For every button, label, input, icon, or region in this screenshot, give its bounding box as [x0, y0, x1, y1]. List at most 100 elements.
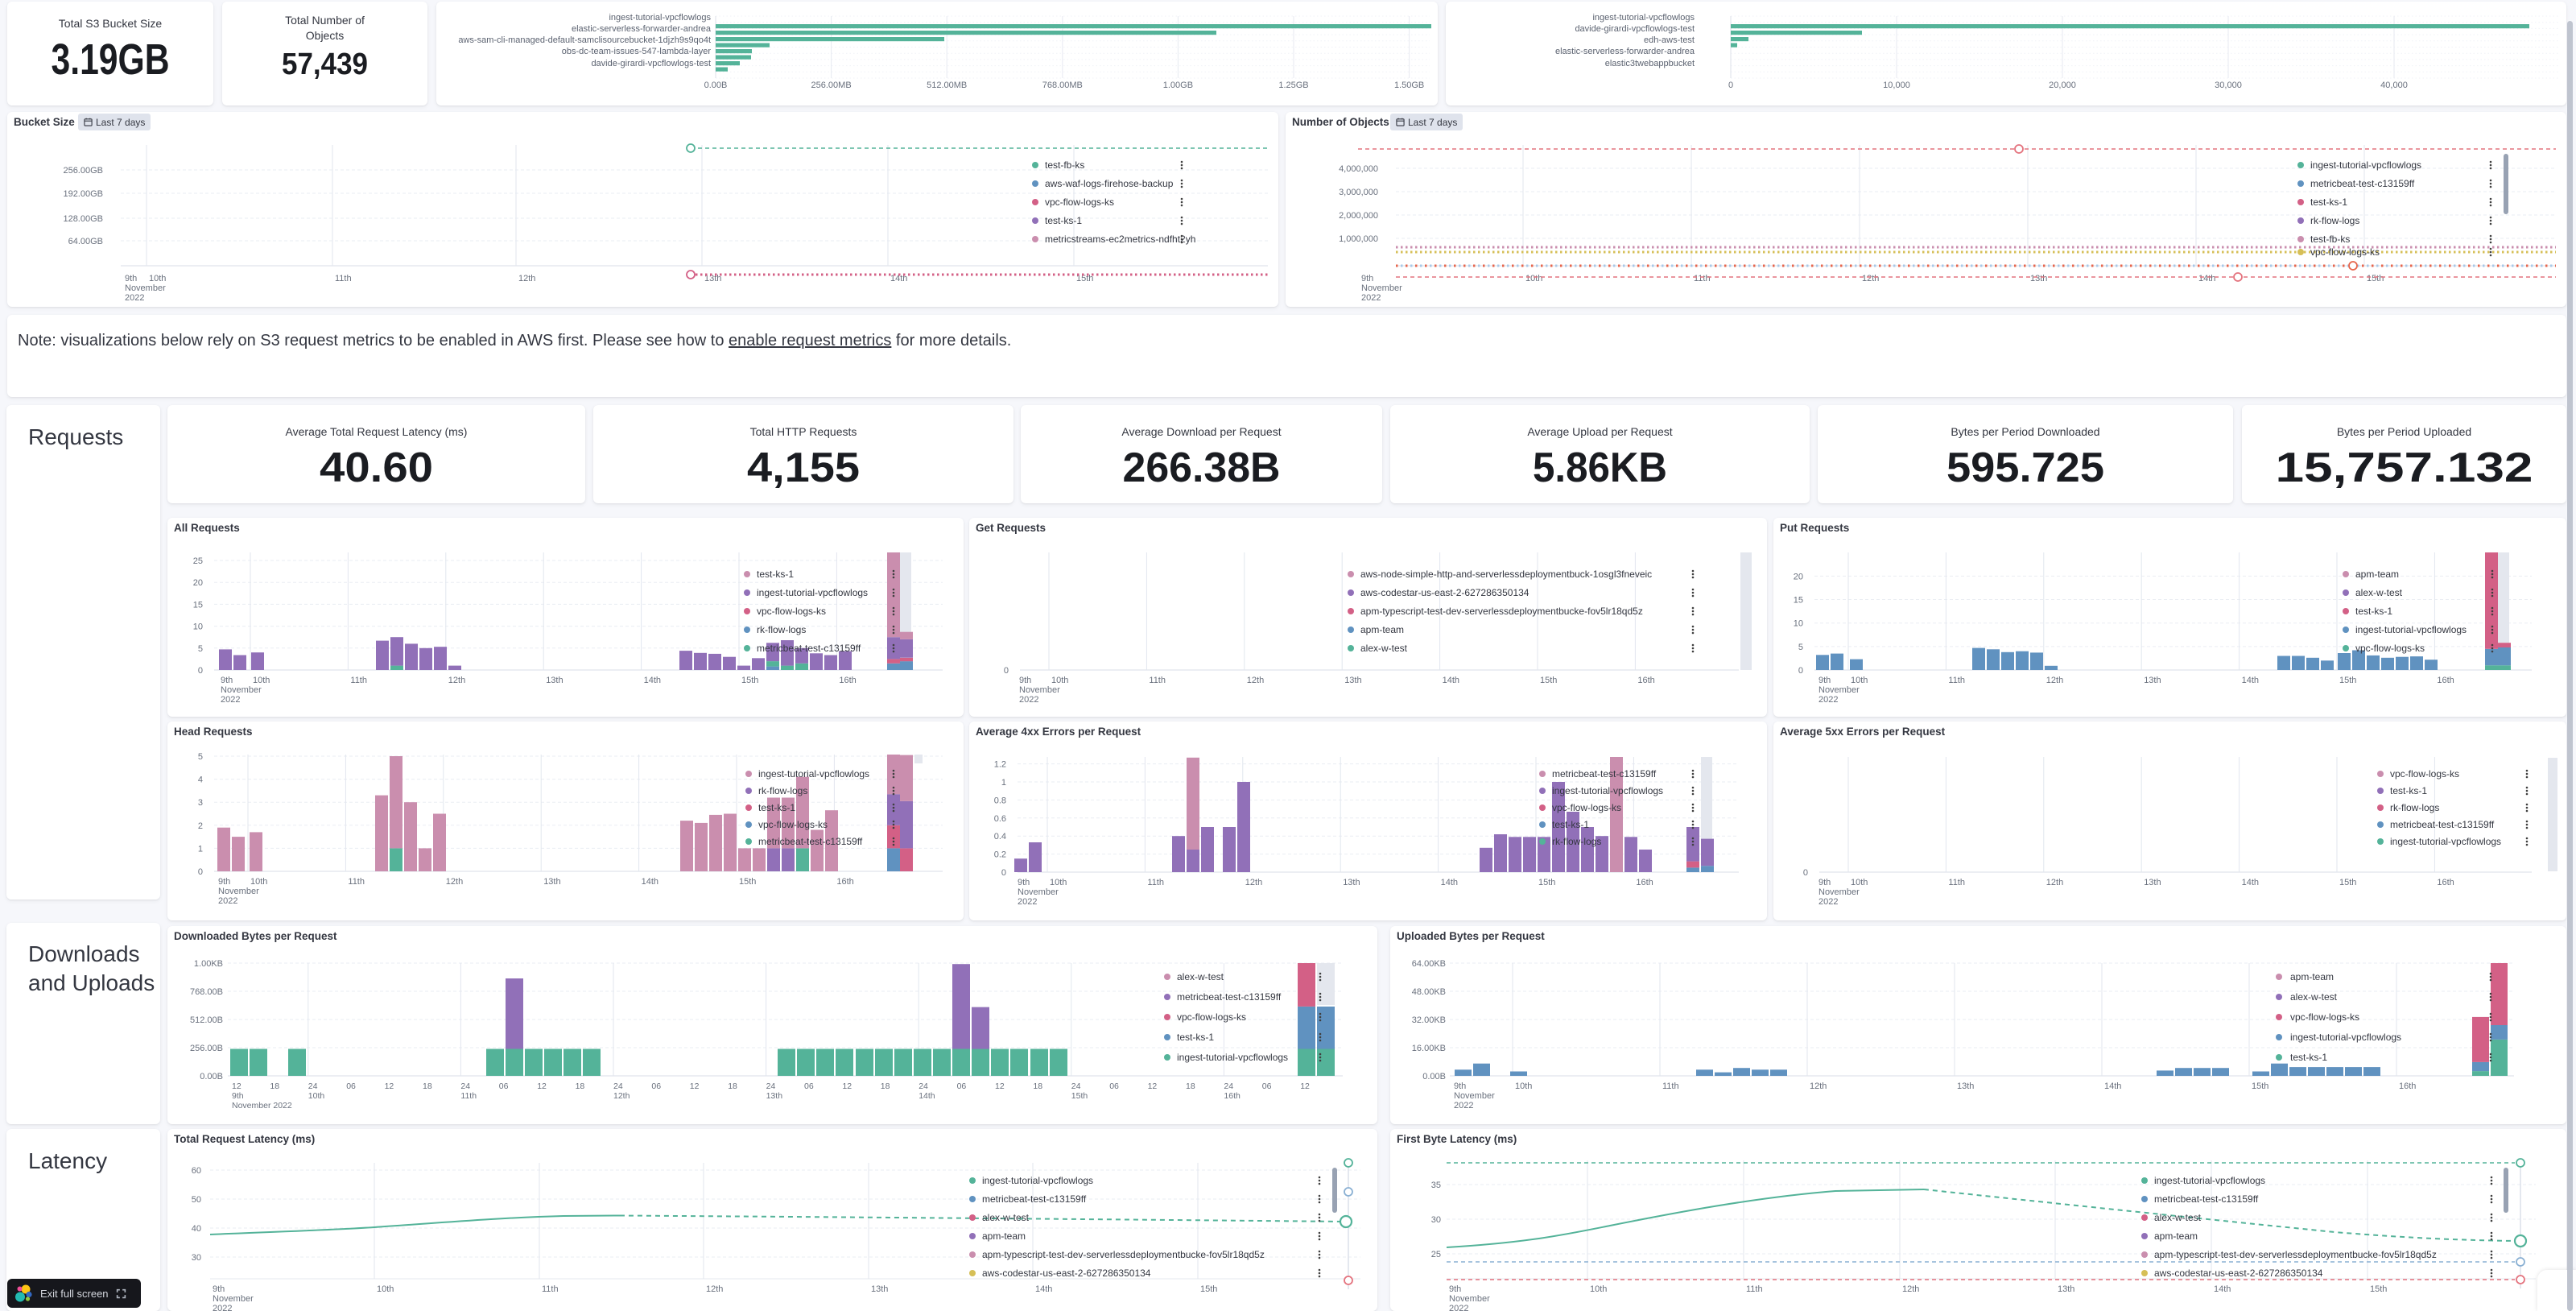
svg-text:2022: 2022	[1449, 1304, 1468, 1311]
svg-text:1: 1	[1001, 778, 1006, 788]
svg-text:15th: 15th	[2339, 676, 2356, 685]
svg-text:4,155: 4,155	[747, 445, 860, 491]
svg-text:12th: 12th	[518, 274, 535, 283]
svg-text:4: 4	[198, 775, 203, 785]
svg-text:14th: 14th	[2242, 676, 2259, 685]
svg-text:12th: 12th	[613, 1091, 630, 1101]
svg-text:15th: 15th	[2252, 1081, 2268, 1091]
svg-text:4,000,000: 4,000,000	[1339, 164, 1378, 174]
svg-text:aws-codestar-us-east-2-6272863: aws-codestar-us-east-2-627286350134	[1360, 587, 1530, 598]
svg-text:10th: 10th	[149, 274, 166, 283]
svg-text:11th: 11th	[1662, 1081, 1679, 1091]
svg-text:9th: 9th	[1449, 1284, 1461, 1294]
svg-text:9th: 9th	[1361, 274, 1373, 283]
svg-text:3: 3	[198, 798, 203, 808]
svg-text:alex-w-test: alex-w-test	[1360, 643, 1408, 654]
svg-text:192.00GB: 192.00GB	[63, 189, 103, 199]
svg-text:14th: 14th	[890, 274, 907, 283]
svg-text:15th: 15th	[739, 877, 756, 887]
svg-text:25: 25	[193, 556, 203, 566]
svg-text:13th: 13th	[2144, 676, 2161, 685]
svg-text:14th: 14th	[642, 877, 658, 887]
svg-text:9th: 9th	[221, 676, 233, 685]
svg-text:Total S3 Bucket Size: Total S3 Bucket Size	[59, 17, 163, 30]
svg-text:2022: 2022	[213, 1304, 232, 1311]
svg-text:9th: 9th	[232, 1091, 244, 1101]
svg-text:10th: 10th	[1851, 676, 1868, 685]
svg-text:06: 06	[499, 1081, 509, 1091]
svg-text:15th: 15th	[1076, 274, 1093, 283]
svg-text:0: 0	[1004, 666, 1009, 676]
svg-text:metricbeat-test-c13159ff: metricbeat-test-c13159ff	[758, 836, 863, 847]
svg-text:13th: 13th	[2144, 878, 2161, 887]
svg-text:2022: 2022	[125, 293, 144, 303]
svg-text:14th: 14th	[2214, 1284, 2231, 1294]
svg-text:vpc-flow-logs-ks: vpc-flow-logs-ks	[1552, 802, 1621, 813]
svg-text:12th: 12th	[1245, 878, 1262, 887]
svg-text:12th: 12th	[1862, 274, 1879, 283]
svg-text:13th: 13th	[766, 1091, 783, 1101]
svg-text:11th: 11th	[460, 1091, 477, 1101]
svg-text:vpc-flow-logs-ks: vpc-flow-logs-ks	[2310, 246, 2380, 258]
svg-text:November: November	[218, 887, 259, 896]
svg-text:0: 0	[198, 867, 203, 877]
svg-text:1: 1	[198, 844, 203, 854]
svg-text:24: 24	[766, 1081, 776, 1091]
svg-text:10th: 10th	[1051, 676, 1068, 685]
svg-text:rk-flow-logs: rk-flow-logs	[2390, 802, 2439, 813]
svg-text:9th: 9th	[1818, 676, 1831, 685]
svg-text:1.2: 1.2	[994, 760, 1006, 770]
svg-text:rk-flow-logs: rk-flow-logs	[1552, 836, 1601, 847]
svg-text:11th: 11th	[1147, 878, 1164, 887]
svg-text:ingest-tutorial-vpcflowlogs: ingest-tutorial-vpcflowlogs	[982, 1175, 1093, 1186]
svg-text:Bytes per Period Uploaded: Bytes per Period Uploaded	[2337, 425, 2471, 438]
svg-text:14th: 14th	[1441, 878, 1458, 887]
svg-text:14th: 14th	[2198, 274, 2215, 283]
svg-text:256.00B: 256.00B	[190, 1044, 223, 1053]
svg-text:0: 0	[1798, 666, 1803, 676]
svg-text:13th: 13th	[871, 1284, 888, 1294]
svg-text:5: 5	[198, 644, 203, 654]
svg-text:13th: 13th	[1343, 878, 1360, 887]
svg-text:apm-team: apm-team	[2290, 971, 2334, 982]
svg-text:10th: 10th	[1525, 274, 1542, 283]
svg-text:vpc-flow-logs-ks: vpc-flow-logs-ks	[2290, 1011, 2359, 1023]
svg-text:aws-sam-cli-managed-default-sa: aws-sam-cli-managed-default-samclisource…	[458, 35, 711, 45]
svg-text:ingest-tutorial-vpcflowlogs: ingest-tutorial-vpcflowlogs	[1592, 13, 1695, 23]
svg-text:0: 0	[1001, 868, 1006, 878]
svg-text:14th: 14th	[1443, 676, 1459, 685]
svg-text:57,439: 57,439	[282, 48, 368, 81]
svg-text:20,000: 20,000	[2049, 81, 2076, 90]
svg-text:9th: 9th	[1454, 1081, 1466, 1091]
svg-text:18: 18	[881, 1081, 890, 1091]
svg-text:12: 12	[842, 1081, 852, 1091]
svg-text:test-fb-ks: test-fb-ks	[2310, 234, 2350, 245]
svg-text:obs-dc-team-issues-547-lambda-: obs-dc-team-issues-547-lambda-layer	[562, 47, 712, 56]
svg-text:2022: 2022	[1018, 897, 1037, 907]
svg-text:24: 24	[613, 1081, 623, 1091]
svg-text:15: 15	[1794, 596, 1803, 606]
svg-text:metricbeat-test-c13159ff: metricbeat-test-c13159ff	[2390, 819, 2495, 830]
svg-text:14th: 14th	[644, 676, 661, 685]
svg-text:11th: 11th	[1746, 1284, 1763, 1294]
svg-text:10th: 10th	[308, 1091, 325, 1101]
svg-text:595.725: 595.725	[1946, 445, 2104, 491]
svg-text:alex-w-test: alex-w-test	[2355, 587, 2403, 598]
svg-text:2,000,000: 2,000,000	[1339, 211, 1378, 221]
svg-text:apm-typescript-test-dev-server: apm-typescript-test-dev-serverlessdeploy…	[2154, 1249, 2437, 1260]
svg-text:48.00KB: 48.00KB	[1412, 987, 1446, 997]
svg-text:apm-typescript-test-dev-server: apm-typescript-test-dev-serverlessdeploy…	[1360, 606, 1643, 617]
svg-text:768.00MB: 768.00MB	[1042, 81, 1083, 90]
svg-text:15th: 15th	[1538, 878, 1555, 887]
svg-text:266.38B: 266.38B	[1123, 445, 1281, 491]
svg-text:13th: 13th	[1957, 1081, 1974, 1091]
svg-text:11th: 11th	[1149, 676, 1166, 685]
svg-text:14th: 14th	[2104, 1081, 2121, 1091]
svg-text:16th: 16th	[836, 877, 853, 887]
svg-text:test-ks-1: test-ks-1	[1552, 819, 1589, 830]
svg-text:18: 18	[423, 1081, 432, 1091]
svg-text:alex-w-test: alex-w-test	[1177, 971, 1224, 982]
svg-text:November: November	[1454, 1091, 1495, 1101]
svg-text:November: November	[125, 283, 166, 293]
svg-text:5.86KB: 5.86KB	[1533, 445, 1667, 491]
